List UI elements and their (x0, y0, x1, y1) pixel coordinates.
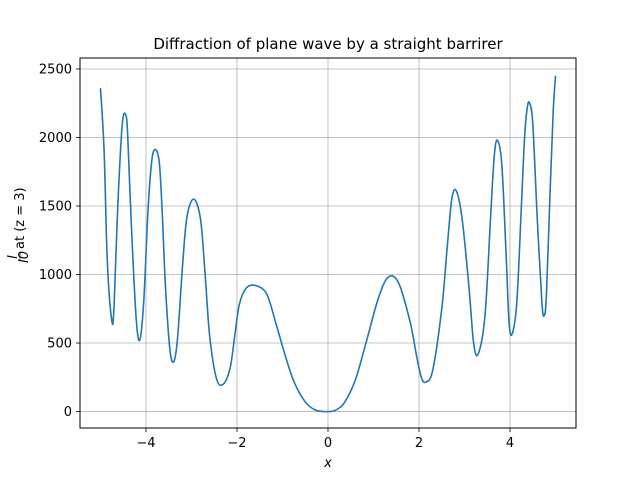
x-tick-label: −2 (227, 436, 246, 451)
y-label-numerator: I (6, 255, 21, 259)
y-axis-label: I I0 at (z = 3) (6, 187, 32, 263)
x-axis-label: x (323, 456, 332, 471)
series-line (99, 75, 557, 413)
y-label-denominator: I0 (17, 251, 32, 263)
chart-title: Diffraction of plane wave by a straight … (153, 35, 503, 53)
y-axis-ticks: 0 500 1000 1500 2000 2500 (39, 62, 80, 420)
x-tick-label: 4 (506, 436, 514, 451)
y-tick-label: 1500 (39, 200, 72, 215)
x-axis-ticks: −4 −2 0 2 4 (136, 428, 514, 451)
x-tick-label: 0 (324, 436, 332, 451)
y-tick-label: 1000 (39, 268, 72, 283)
y-tick-label: 2000 (39, 131, 72, 146)
y-tick-label: 500 (47, 337, 72, 352)
series-line-group (99, 75, 557, 413)
x-tick-label: −4 (136, 436, 155, 451)
y-tick-label: 2500 (39, 62, 72, 77)
y-tick-label: 0 (64, 405, 72, 420)
y-label-text: at (z = 3) (13, 187, 28, 249)
x-tick-label: 2 (415, 436, 423, 451)
